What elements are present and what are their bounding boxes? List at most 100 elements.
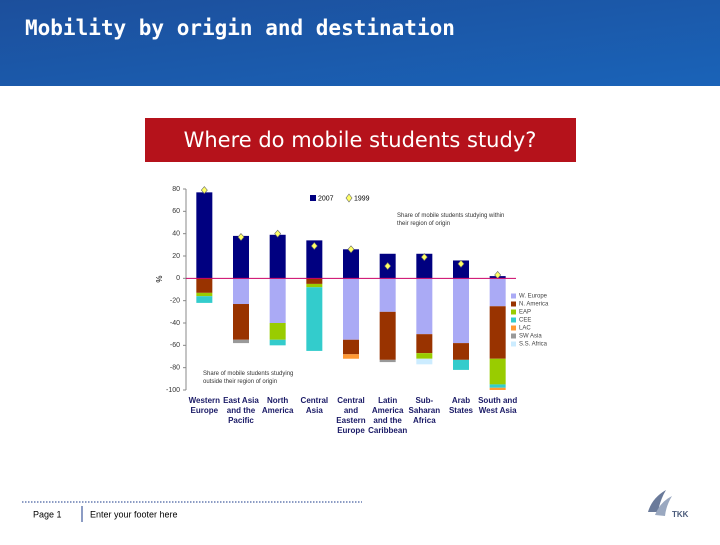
stack-segment: [196, 292, 213, 297]
diamond-marker: [200, 186, 208, 195]
x-tick-label: South and West Asia: [478, 396, 518, 415]
diamond-marker: [420, 253, 428, 262]
stack-segment: [489, 358, 506, 385]
header-band: [0, 0, 720, 86]
page-number: Page 1: [33, 509, 62, 519]
x-tick-label: Western Europe: [188, 396, 221, 415]
y-tick-label: -40: [170, 320, 180, 327]
category-label: Central Asia: [300, 396, 329, 415]
category-label: Sub-Saharan Africa: [408, 396, 441, 425]
stack-segment: [269, 323, 286, 340]
category-label: Arab States: [448, 396, 473, 415]
category-label: Western Europe: [188, 396, 221, 415]
stack-segment: [196, 278, 213, 293]
diamond-marker: [384, 262, 392, 271]
legend-swatch: [511, 309, 516, 315]
legend-swatch: [310, 195, 316, 201]
legend-swatch: [511, 341, 516, 347]
annotation: Share of mobile students studying within…: [397, 213, 505, 227]
bar: [196, 192, 213, 279]
stack-segment: [453, 343, 469, 360]
stack-segment: [306, 287, 323, 351]
category-label: Central and Eastern Europe: [336, 396, 366, 435]
legend-label: W. Europe: [519, 294, 548, 300]
legend-label: SW Asia: [519, 334, 542, 340]
category-label: North America: [261, 396, 294, 415]
y-tick-label: 80: [172, 186, 180, 193]
stack-segment: [343, 339, 359, 355]
stack-segment: [196, 296, 213, 303]
annotation: Share of mobile students studying outsid…: [203, 371, 294, 385]
diamond-marker: [274, 229, 282, 238]
x-tick-label: Latin America and the Caribbean: [368, 396, 408, 435]
x-tick-label: North America: [261, 396, 294, 415]
stack-segment: [489, 384, 506, 388]
legend-swatch: [511, 325, 516, 331]
stack-segment: [306, 283, 323, 288]
y-tick-label: 40: [172, 231, 180, 238]
stack-segment: [489, 387, 506, 390]
legend-label: EAP: [519, 310, 531, 316]
stack-segment: [269, 278, 286, 323]
annotation-text: Share of mobile students studying outsid…: [203, 371, 294, 385]
slide-title: Mobility by origin and destination: [25, 16, 455, 40]
diamond-marker: [457, 259, 465, 268]
stack-segment: [233, 339, 249, 344]
stack-segment: [416, 353, 433, 359]
annotation-text: Share of mobile students studying within…: [397, 213, 505, 227]
stack-segment: [489, 306, 506, 359]
diamond-marker: [237, 233, 245, 241]
stack-segment: [233, 278, 249, 305]
legend-label: LAC: [519, 326, 531, 332]
y-tick-label: 0: [176, 275, 180, 282]
stack-segment: [343, 354, 359, 359]
stack-segment: [453, 278, 469, 344]
bar: [343, 249, 359, 279]
banner-text: Where do mobile students study?: [184, 128, 537, 152]
stack-segment: [453, 359, 469, 370]
bar: [416, 253, 433, 279]
bar: [233, 235, 249, 279]
legend-swatch: [511, 333, 516, 339]
x-tick-label: Sub-Saharan Africa: [408, 396, 441, 425]
x-tick-label: Central and Eastern Europe: [336, 396, 366, 435]
y-tick-label: -80: [170, 365, 180, 372]
x-tick-label: Central Asia: [300, 396, 329, 415]
legend-label: S.S. Africa: [519, 342, 548, 348]
stack-segment: [379, 359, 396, 363]
stack-segment: [379, 278, 396, 312]
legend-swatch: [511, 293, 516, 299]
y-tick-label: 20: [172, 253, 180, 260]
bar: [453, 260, 469, 279]
legend-label: N. America: [519, 302, 549, 308]
legend-swatch: [345, 193, 353, 203]
legend-swatch: [511, 317, 516, 323]
banner: [145, 118, 576, 162]
category-label: East Asia and the Pacific: [223, 396, 259, 425]
x-tick-label: East Asia and the Pacific: [223, 396, 259, 425]
stack-segment: [416, 358, 433, 365]
category-label: South and West Asia: [478, 396, 518, 415]
stack-segment: [269, 339, 286, 346]
y-tick-label: -60: [170, 342, 180, 349]
legend-label: 1999: [354, 195, 370, 202]
footer-text: Enter your footer here: [90, 509, 178, 519]
y-tick-label: 60: [172, 208, 180, 215]
x-tick-label: Arab States: [448, 396, 473, 415]
legend-label: 2007: [318, 195, 334, 202]
stack-segment: [416, 334, 433, 354]
category-label: Latin America and the Caribbean: [368, 396, 408, 435]
logo: TKK: [648, 490, 689, 519]
stack-segment: [416, 278, 433, 335]
y-tick-label: -20: [170, 298, 180, 305]
logo-text: TKK: [672, 510, 689, 519]
stack-segment: [306, 278, 323, 284]
stack-segment: [379, 311, 396, 360]
bar: [269, 234, 286, 279]
y-tick-label: -100: [166, 387, 180, 394]
diamond-marker: [310, 241, 318, 250]
bar: [306, 240, 323, 279]
legend-swatch: [511, 301, 516, 307]
